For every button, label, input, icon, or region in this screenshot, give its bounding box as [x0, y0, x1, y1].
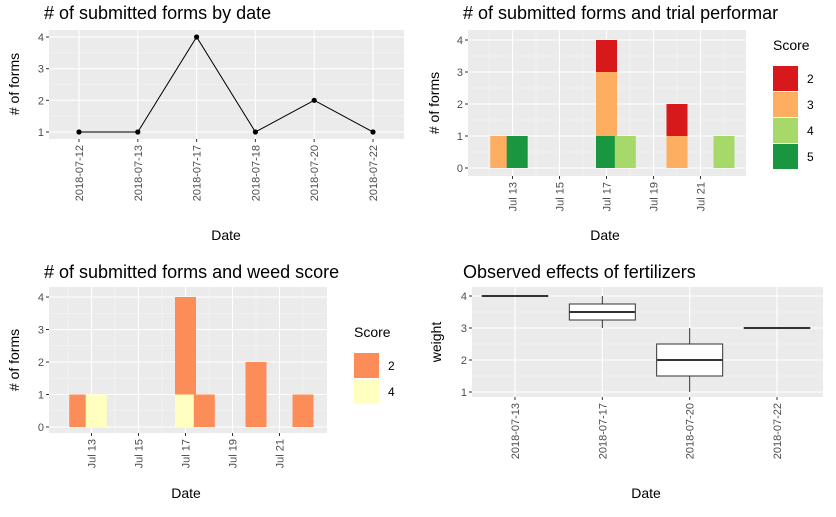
- chart1-title: # of submitted forms by date: [44, 3, 271, 23]
- chart1-data-point: [311, 97, 317, 103]
- chart1-ytick-label: 2: [38, 95, 44, 107]
- chart1-ytick-label: 3: [38, 64, 44, 76]
- chart1-xtick-label: 2018-07-17: [192, 145, 204, 201]
- chart1-xtick-label: 2018-07-22: [368, 145, 380, 201]
- chart2-ytick-label: 4: [457, 35, 463, 47]
- chart1-xlabel: Date: [211, 227, 241, 243]
- chart2-legend-label: 3: [807, 98, 814, 112]
- chart3-ytick-label: 1: [38, 390, 44, 402]
- chart1-data-point: [76, 129, 82, 135]
- chart2-xtick-label: Jul 19: [649, 182, 661, 211]
- chart2-ytick-label: 1: [457, 131, 463, 143]
- chart4-xlabel: Date: [631, 485, 661, 501]
- chart4-panel: [472, 287, 823, 397]
- chart4-ytick-label: 3: [461, 323, 467, 335]
- chart1-data-point: [370, 129, 376, 135]
- chart3-ytick-label: 3: [38, 325, 44, 337]
- chart2-bar-segment-score-4: [614, 136, 636, 168]
- chart2-ytick-label: 3: [457, 67, 463, 79]
- chart3-bar-segment-score-4: [175, 394, 196, 427]
- chart3-xtick-label: Jul 13: [87, 439, 99, 468]
- chart2-legend-swatch: [773, 144, 798, 169]
- chart3-legend-label: 2: [388, 359, 395, 373]
- chart4-ytick-label: 2: [461, 355, 467, 367]
- chart1-xtick-label: 2018-07-20: [309, 145, 321, 201]
- chart4-title: Observed effects of fertilizers: [463, 262, 696, 282]
- chart4-xtick-label: 2018-07-17: [597, 403, 609, 459]
- chart-forms-by-date: # of submitted forms by date 1 2 3 4 2018-07…: [6, 3, 404, 243]
- chart2-ytick-label: 0: [457, 163, 463, 175]
- chart1-xtick-label: 2018-07-13: [133, 145, 145, 201]
- chart1-ytick-label: 1: [38, 127, 44, 139]
- chart3-ytick-label: 2: [38, 357, 44, 369]
- chart3-bar-segment-score-2: [69, 394, 91, 427]
- chart3-bar-segment-score-4: [85, 394, 107, 427]
- chart2-legend-label: 2: [807, 72, 814, 86]
- chart2-legend-swatch: [773, 66, 798, 91]
- chart2-ytick-label: 2: [457, 99, 463, 111]
- chart2-xtick-label: Jul 13: [508, 182, 520, 211]
- chart3-legend-swatch: [354, 379, 379, 404]
- chart4-xtick-label: 2018-07-13: [510, 403, 522, 459]
- chart4-ytick-label: 1: [461, 387, 467, 399]
- chart2-bar-segment-score-3: [490, 136, 512, 168]
- chart4-xtick-label: 2018-07-20: [685, 403, 697, 459]
- chart2-bar-segment-score-2: [596, 40, 617, 72]
- chart3-xtick-label: Jul 21: [275, 439, 287, 468]
- chart2-bar-segment-score-5: [596, 136, 617, 168]
- chart1-xtick-label: 2018-07-12: [74, 145, 86, 201]
- chart3-xtick-label: Jul 19: [228, 439, 240, 468]
- chart-trial-performance: # of submitted forms and trial performar…: [426, 3, 814, 243]
- chart2-bar-segment-score-2: [666, 104, 688, 136]
- chart4-xtick-label: 2018-07-22: [772, 403, 784, 459]
- chart3-bar-segment-score-2: [193, 394, 215, 427]
- chart3-xtick-label: Jul 17: [181, 439, 193, 468]
- chart1-ytick-label: 4: [38, 32, 44, 44]
- chart-weed-score: # of submitted forms and weed score 0 1 2 3…: [6, 262, 395, 501]
- chart2-xtick-label: Jul 21: [696, 182, 708, 211]
- chart2-xtick-label: Jul 15: [555, 182, 567, 211]
- chart1-data-point: [135, 129, 141, 135]
- chart1-ylabel: # of forms: [6, 53, 22, 115]
- chart1-data-point: [252, 129, 258, 135]
- chart2-legend-label: 4: [807, 124, 814, 138]
- chart2-xtick-label: Jul 17: [602, 182, 614, 211]
- chart3-bar-segment-score-2: [245, 362, 267, 427]
- chart2-xlabel: Date: [590, 227, 620, 243]
- chart3-legend-swatch: [354, 353, 379, 378]
- chart4-ytick-label: 4: [461, 291, 467, 303]
- chart2-title: # of submitted forms and trial performar: [463, 3, 778, 23]
- chart2-ylabel: # of forms: [426, 72, 442, 134]
- chart2-bar-segment-score-3: [596, 72, 617, 136]
- chart3-xtick-label: Jul 15: [134, 439, 146, 468]
- chart2-bar-segment-score-3: [666, 136, 688, 168]
- chart3-bar-segment-score-2: [175, 297, 196, 395]
- chart3-title: # of submitted forms and weed score: [44, 262, 339, 282]
- chart3-xlabel: Date: [171, 485, 201, 501]
- chart2-legend-title: Score: [773, 37, 810, 53]
- chart2-legend-swatch: [773, 118, 798, 143]
- chart1-series-line: [79, 36, 374, 133]
- chart2-legend-label: 5: [807, 150, 814, 164]
- chart3-ytick-label: 0: [38, 422, 44, 434]
- chart3-ytick-label: 4: [38, 292, 44, 304]
- chart1-data-point: [194, 34, 200, 40]
- chart2-bar-segment-score-5: [506, 136, 528, 168]
- chart3-ylabel: # of forms: [6, 329, 22, 391]
- chart3-bar-segment-score-2: [292, 394, 314, 427]
- chart1-xtick-label: 2018-07-18: [250, 145, 262, 201]
- chart3-legend-title: Score: [354, 324, 391, 340]
- chart2-bar-segment-score-4: [713, 136, 735, 168]
- chart3-legend-label: 4: [388, 385, 395, 399]
- chart-fertilizer-effects: Observed effects of fertilizers 1 2 3 4 2018…: [428, 262, 823, 501]
- chart2-legend-swatch: [773, 92, 798, 117]
- chart4-ylabel: weight: [428, 322, 444, 364]
